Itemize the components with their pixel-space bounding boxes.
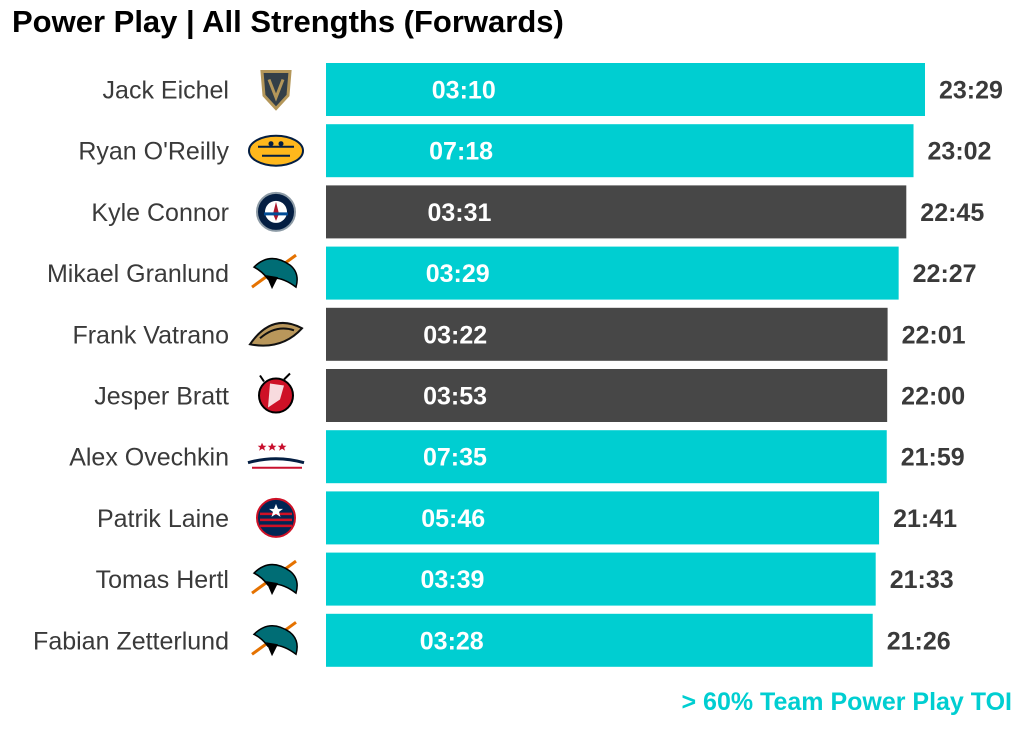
pp-toi-label: 03:31: [427, 199, 491, 227]
pp-toi-label: 07:18: [429, 138, 493, 166]
total-toi-label: 21:26: [887, 627, 951, 655]
total-toi-label: 23:29: [939, 77, 1003, 105]
winnipeg-jets-logo: [256, 191, 296, 232]
player-name: Alex Ovechkin: [69, 444, 229, 472]
new-jersey-devils-logo: [258, 372, 294, 414]
total-toi-label: 23:02: [928, 138, 992, 166]
player-name: Fabian Zetterlund: [33, 627, 229, 655]
player-name: Frank Vatrano: [72, 321, 229, 349]
player-name: Mikael Granlund: [47, 260, 229, 288]
toi-bar: [326, 307, 888, 361]
player-name: Tomas Hertl: [96, 566, 229, 594]
player-name: Ryan O'Reilly: [78, 138, 229, 166]
toi-bar: [326, 552, 876, 606]
toi-bar: [326, 613, 873, 667]
total-toi-label: 21:59: [901, 444, 965, 472]
player-name: Patrik Laine: [97, 505, 229, 533]
pp-toi-label: 03:53: [423, 383, 487, 411]
anaheim-ducks-logo: [248, 321, 304, 347]
toi-bar: [326, 63, 925, 116]
total-toi-label: 22:27: [913, 260, 977, 288]
player-name: Jack Eichel: [103, 77, 229, 105]
vegas-golden-knights-logo: [260, 70, 292, 111]
total-toi-label: 22:00: [901, 383, 965, 411]
pp-toi-label: 03:28: [420, 627, 484, 655]
toi-bar: [326, 369, 888, 422]
chart-title: Power Play | All Strengths (Forwards): [12, 4, 564, 39]
washington-capitals-logo: [247, 442, 305, 469]
player-name: Jesper Bratt: [94, 383, 229, 411]
pp-toi-label: 03:22: [423, 321, 487, 349]
toi-bar: [326, 185, 907, 239]
san-jose-sharks-logo: [251, 559, 298, 596]
nashville-predators-logo: [248, 134, 304, 167]
total-toi-label: 21:41: [893, 505, 957, 533]
columbus-blue-jackets-logo: [256, 497, 296, 538]
toi-bar: [326, 491, 880, 545]
pp-toi-label: 03:10: [432, 77, 496, 105]
pp-toi-label: 03:29: [426, 260, 490, 288]
total-toi-label: 21:33: [890, 566, 954, 594]
pp-toi-label: 05:46: [421, 505, 485, 533]
total-toi-label: 22:45: [920, 199, 984, 227]
toi-bar: [326, 124, 914, 178]
san-jose-sharks-logo: [251, 621, 298, 657]
pp-toi-label: 07:35: [423, 444, 487, 472]
toi-bar: [326, 246, 899, 300]
pp-toi-label: 03:39: [420, 566, 484, 594]
player-name: Kyle Connor: [91, 199, 229, 227]
toi-bar: [326, 430, 887, 484]
san-jose-sharks-logo: [251, 253, 298, 290]
total-toi-label: 22:01: [902, 321, 966, 349]
legend-note: > 60% Team Power Play TOI: [681, 688, 1012, 716]
